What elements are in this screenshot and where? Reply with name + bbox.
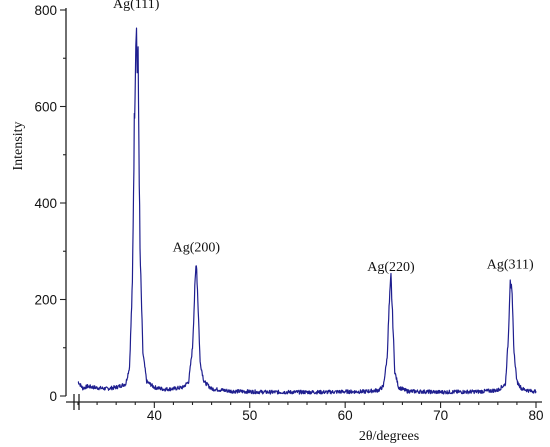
x-tick-label: 70	[433, 408, 448, 423]
tick-marks	[60, 9, 537, 408]
peak-label: Ag(111)	[113, 0, 160, 12]
peak-label: Ag(220)	[367, 260, 415, 275]
y-tick-label: 800	[34, 3, 57, 18]
series-layer	[77, 27, 537, 395]
y-tick-label: 400	[34, 196, 57, 211]
y-axis-title: Intensity	[11, 122, 26, 171]
peak-label: Ag(200)	[173, 240, 221, 255]
peak-label: Ag(311)	[487, 257, 534, 272]
axes	[65, 8, 542, 410]
y-tick-label: 200	[34, 293, 57, 308]
y-tick-label: 0	[49, 389, 57, 404]
x-axis-title: 2θ/degrees	[359, 429, 419, 444]
x-tick-label: 40	[147, 408, 162, 423]
x-tick-label: 80	[528, 408, 543, 423]
x-tick-label: 60	[338, 408, 353, 423]
x-tick-label: 50	[242, 408, 257, 423]
annotations: Ag(111) Ag(200) Ag(220) Ag(311)	[113, 0, 534, 275]
tick-labels: 0 200 400 600 800 40 50 60 70 80	[34, 3, 543, 423]
xrd-series-line	[77, 27, 537, 395]
y-tick-label: 600	[34, 100, 57, 115]
